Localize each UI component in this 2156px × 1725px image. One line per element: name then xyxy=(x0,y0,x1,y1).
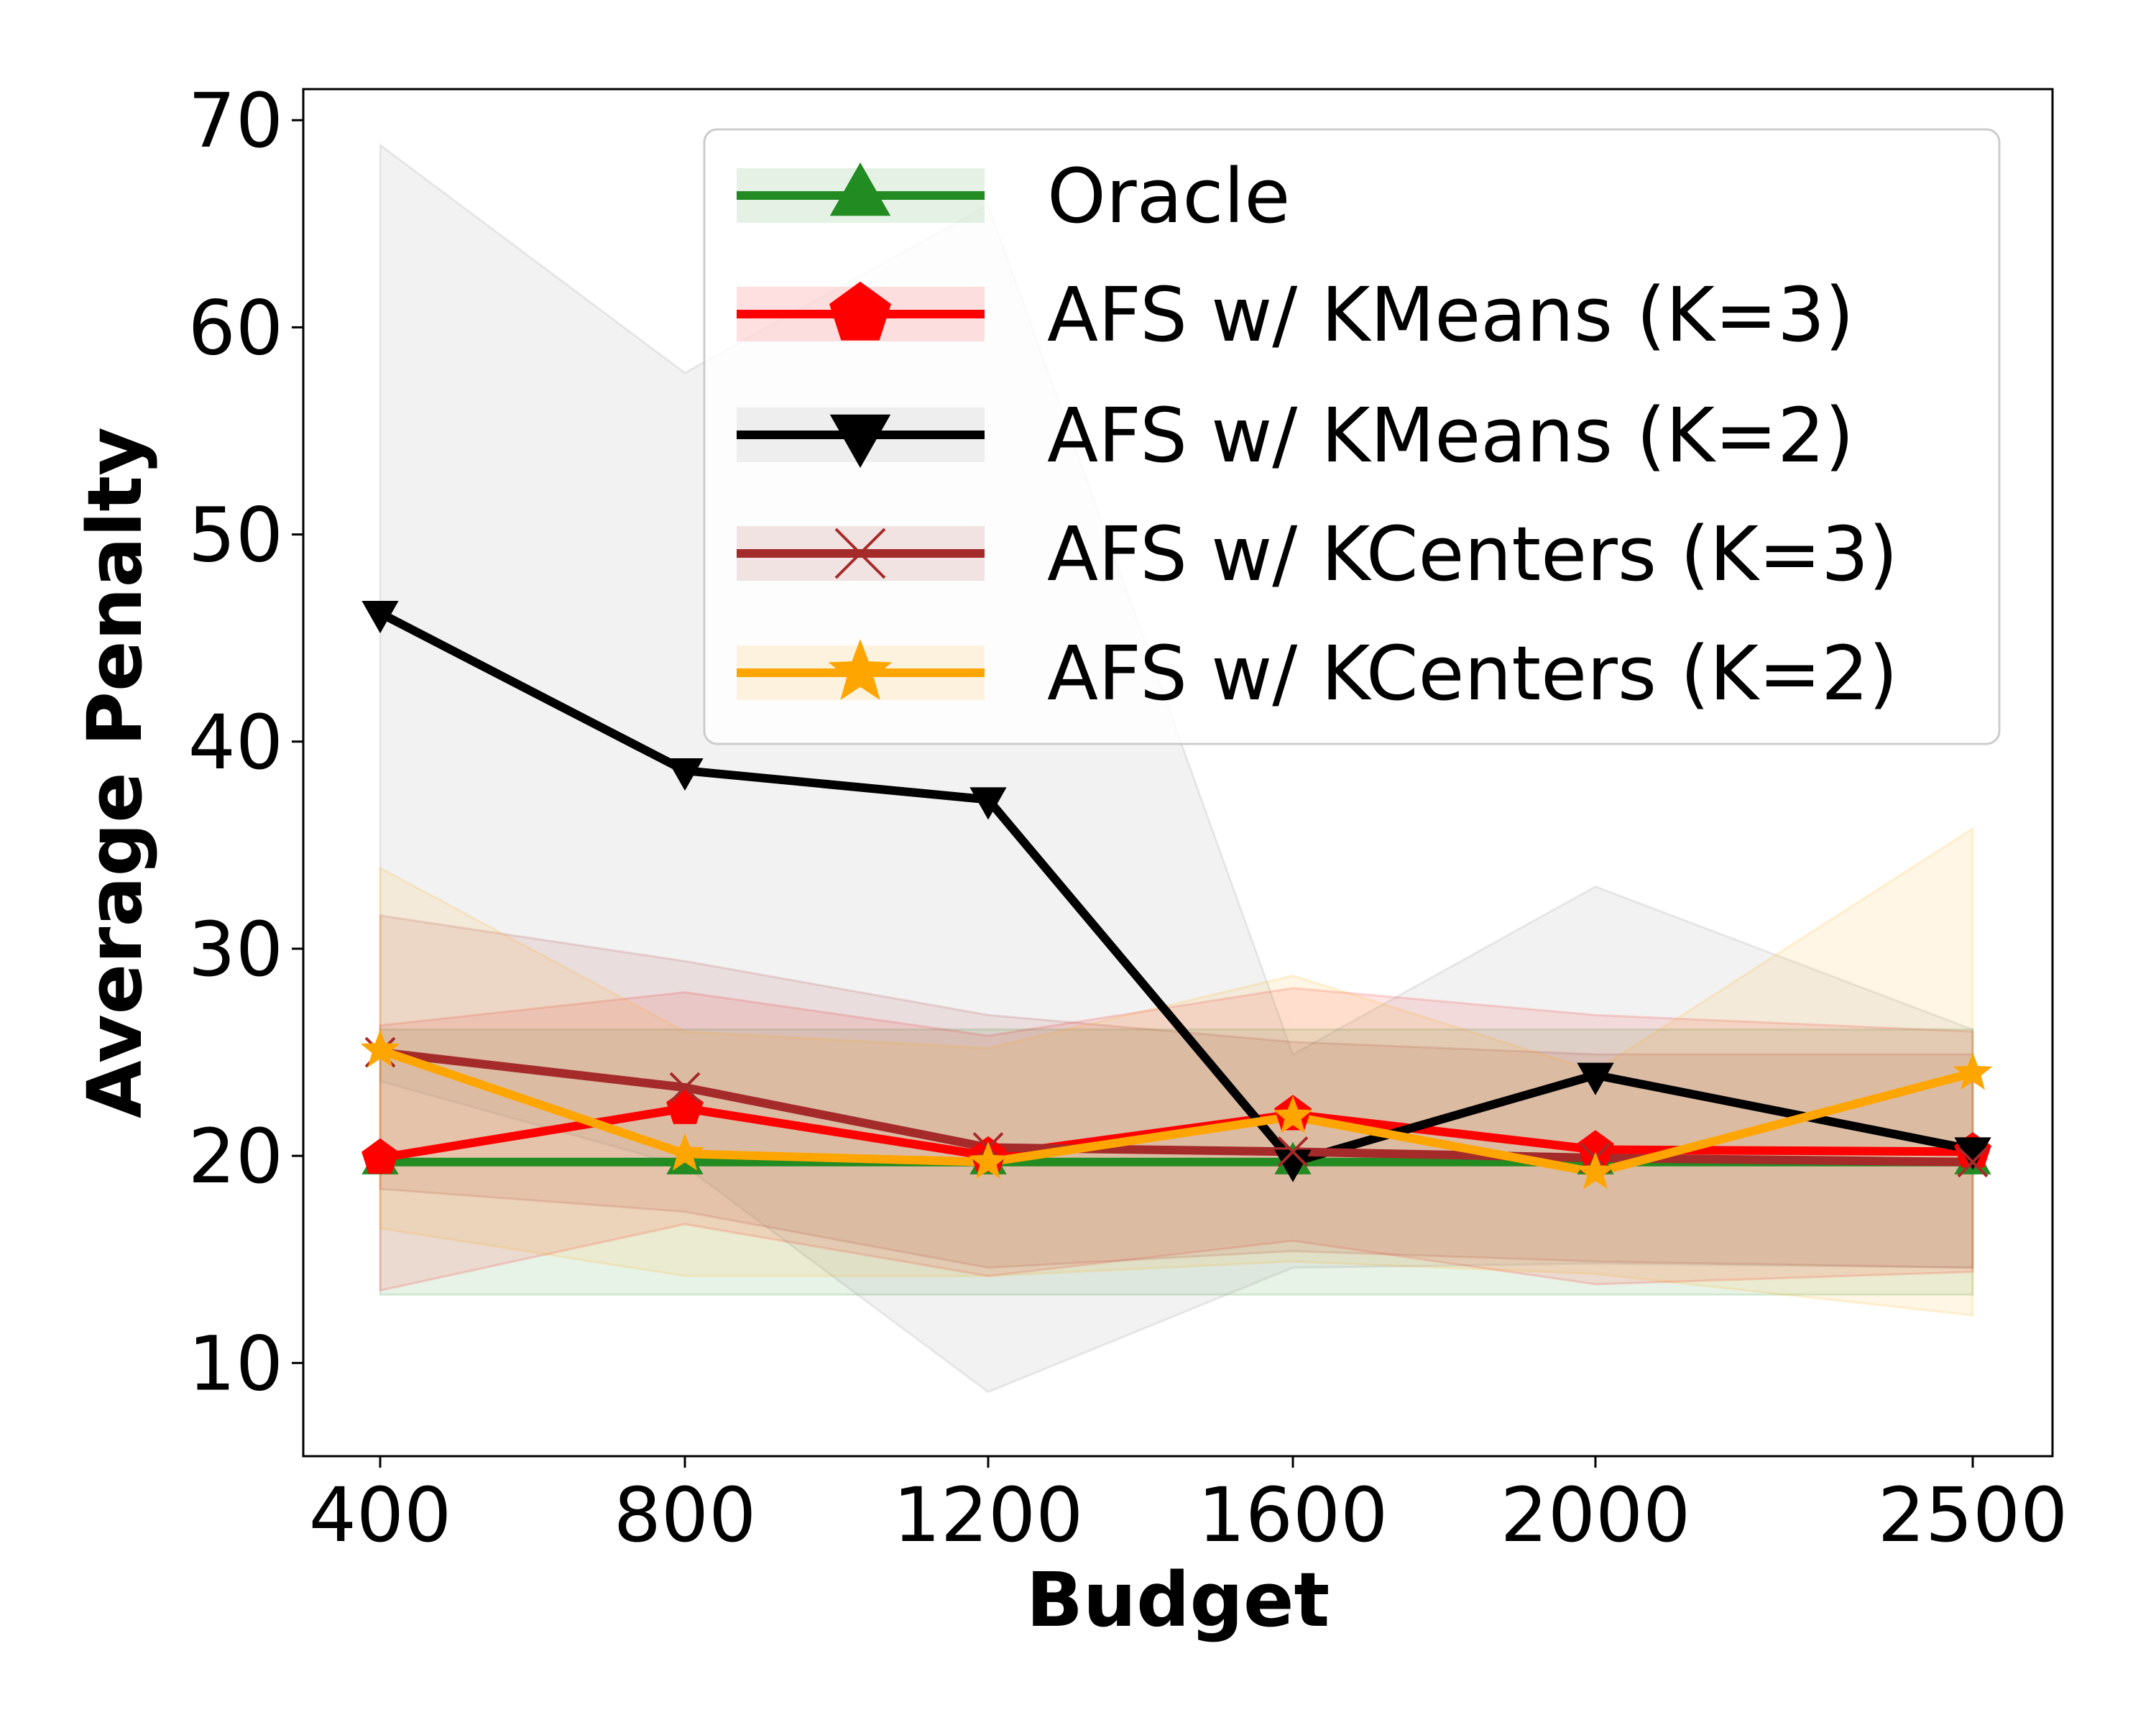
legend-marker-afs-w-kmeans-k-2 xyxy=(829,414,891,469)
legend-item-afs-w-kcenters-k-3: AFS w/ KCenters (K=3) xyxy=(737,510,1898,598)
y-axis-label: Average Penalty xyxy=(71,427,159,1118)
marker-afs-w-kmeans-k-2-1200 xyxy=(969,787,1007,820)
x-tick-label: 1600 xyxy=(1198,1471,1388,1559)
legend-marker-afs-w-kcenters-k-3 xyxy=(834,528,886,579)
marker-afs-w-kmeans-k-2-2000 xyxy=(1577,1062,1614,1095)
legend-label: AFS w/ KCenters (K=2) xyxy=(1047,630,1898,717)
y-tick-label: 70 xyxy=(188,77,283,165)
y-tick-label: 50 xyxy=(188,492,283,579)
marker-afs-w-kcenters-k-2-1600 xyxy=(1273,1095,1313,1133)
x-tick-label: 400 xyxy=(309,1471,452,1559)
legend-item-oracle: Oracle xyxy=(737,152,1290,240)
x-axis-ticks: 400 800 1200 1600 2000 2500 xyxy=(309,1456,2068,1559)
marker-afs-w-kcenters-k-3-800 xyxy=(669,1072,701,1103)
legend-marker-afs-w-kmeans-k-3 xyxy=(829,281,891,341)
x-tick-label: 2500 xyxy=(1878,1471,2068,1559)
legend-item-afs-w-kmeans-k-3: AFS w/ KMeans (K=3) xyxy=(737,271,1854,359)
y-axis-ticks: 10 20 30 40 50 60 70 xyxy=(188,77,303,1407)
band-afs-w-kmeans-k-3 xyxy=(379,987,1974,1292)
marker-afs-w-kcenters-k-2-800 xyxy=(665,1133,705,1171)
line-afs-w-kcenters-k-2 xyxy=(379,1046,1974,1177)
plot-frame xyxy=(302,88,2054,1458)
x-axis-label: Budget xyxy=(1026,1556,1330,1644)
legend-label: AFS w/ KMeans (K=3) xyxy=(1047,271,1854,359)
legend: Oracle AFS w/ KMeans (K=3) AFS w/ KMeans (… xyxy=(703,128,2001,745)
line-afs-w-kmeans-k-2 xyxy=(378,609,1974,1167)
marker-afs-w-kcenters-k-2-400 xyxy=(360,1029,400,1067)
marker-afs-w-kmeans-k-2-800 xyxy=(666,758,704,791)
marker-afs-w-kmeans-k-3-400 xyxy=(361,1138,399,1174)
x-tick-label: 2000 xyxy=(1501,1471,1691,1559)
legend-marker-oracle xyxy=(829,162,891,216)
marker-afs-w-kcenters-k-3-1600 xyxy=(1277,1136,1309,1167)
y-tick-label: 10 xyxy=(188,1320,283,1407)
marker-afs-w-kcenters-k-3-2500 xyxy=(1957,1146,1989,1178)
y-tick-label: 20 xyxy=(188,1113,283,1200)
legend-item-afs-w-kmeans-k-2: AFS w/ KMeans (K=2) xyxy=(737,392,1854,479)
y-tick-label: 40 xyxy=(188,699,283,786)
y-tick-label: 30 xyxy=(188,906,283,993)
band-afs-w-kcenters-k-2 xyxy=(379,827,1974,1317)
legend-label: AFS w/ KMeans (K=2) xyxy=(1047,392,1854,479)
legend-label: Oracle xyxy=(1047,152,1290,240)
series-lines xyxy=(378,609,1974,1177)
x-tick-label: 1200 xyxy=(893,1471,1084,1559)
y-tick-label: 60 xyxy=(188,284,283,372)
legend-label: AFS w/ KCenters (K=3) xyxy=(1047,510,1898,598)
marker-afs-w-kcenters-k-2-1200 xyxy=(968,1141,1008,1179)
band-afs-w-kcenters-k-3 xyxy=(379,914,1974,1269)
legend-marker-afs-w-kcenters-k-2 xyxy=(828,639,893,700)
series-markers xyxy=(360,600,1993,1190)
x-tick-label: 800 xyxy=(614,1471,757,1559)
marker-afs-w-kcenters-k-2-2500 xyxy=(1953,1052,1993,1090)
legend-frame xyxy=(703,128,2001,745)
legend-item-afs-w-kcenters-k-2: AFS w/ KCenters (K=2) xyxy=(737,630,1898,717)
marker-afs-w-kmeans-k-2-400 xyxy=(361,600,399,634)
marker-afs-w-kcenters-k-2-2000 xyxy=(1575,1151,1616,1190)
